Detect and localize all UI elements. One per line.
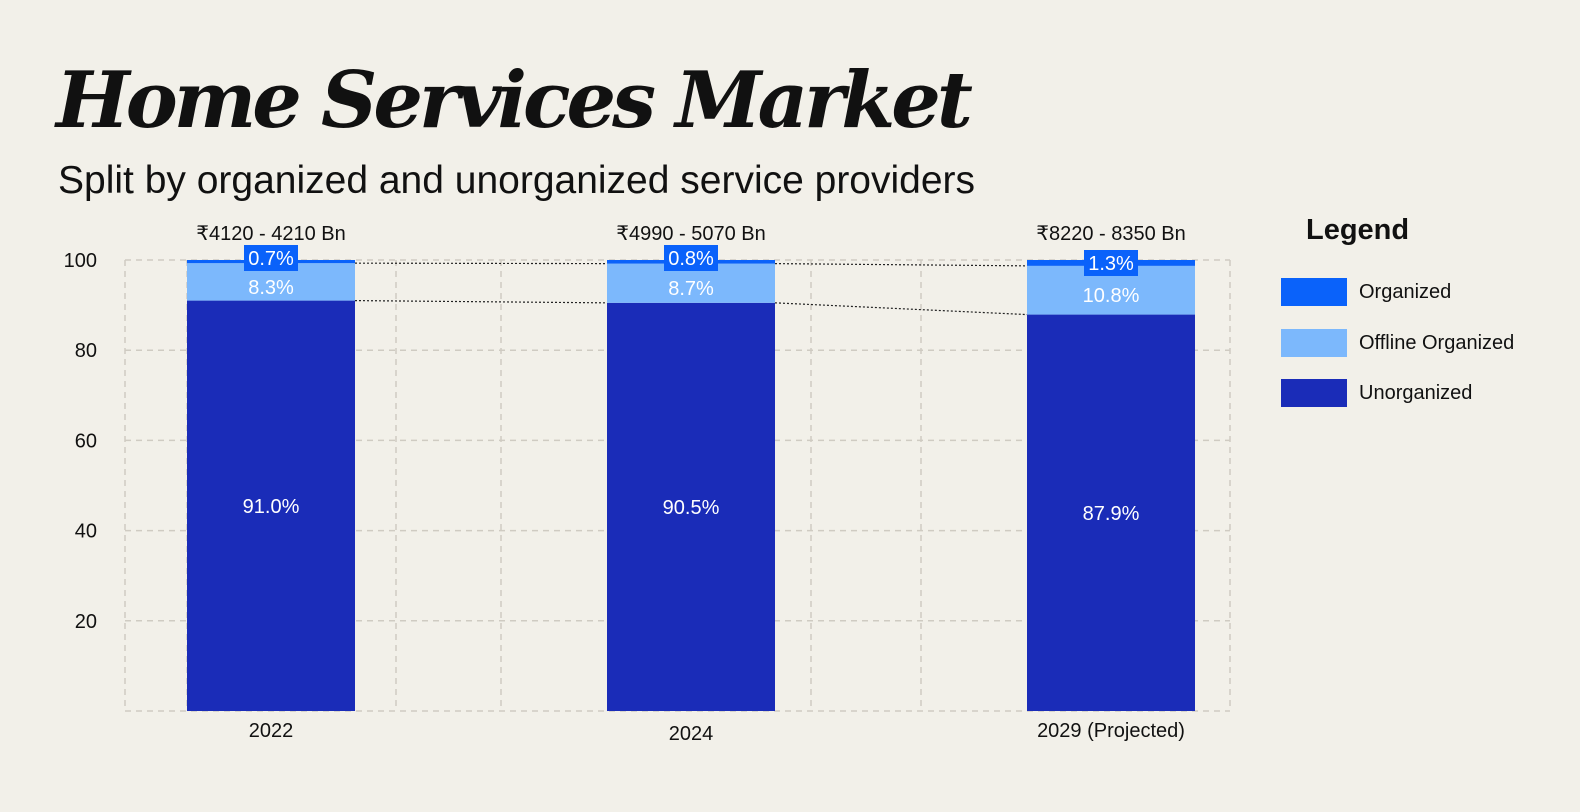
legend-swatch-organized	[1281, 278, 1347, 306]
y-tick-label: 60	[75, 430, 97, 452]
data-label-unorganized: 91.0%	[243, 496, 300, 518]
legend-label-unorganized: Unorganized	[1359, 381, 1473, 404]
legend-label-offline-organized: Offline Organized	[1359, 331, 1515, 354]
data-label-box-organized	[664, 245, 718, 271]
bar-total-label: ₹4990 - 5070 Bn	[616, 223, 766, 245]
data-label-organized: 1.3%	[1088, 253, 1134, 275]
bar-total-label: ₹8220 - 8350 Bn	[1036, 223, 1186, 245]
connector-line	[354, 299, 608, 304]
legend-title: Legend	[1306, 214, 1410, 246]
bar-total-label: ₹4120 - 4210 Bn	[196, 223, 346, 245]
x-tick-label: 2022	[249, 720, 294, 742]
data-label-offline-organized: 8.3%	[248, 277, 294, 299]
y-tick-label: 80	[75, 340, 97, 362]
connector-line	[774, 302, 1028, 316]
legend-swatch-unorganized	[1281, 379, 1347, 407]
data-label-offline-organized: 10.8%	[1083, 285, 1140, 307]
legend-item-offline-organized: Offline Organized	[1281, 329, 1514, 357]
legend-item-organized: Organized	[1281, 278, 1451, 306]
y-tick-label: 20	[75, 611, 97, 633]
legend-label-organized: Organized	[1359, 280, 1452, 303]
connector-line	[774, 263, 1028, 267]
x-tick-label: 2029 (Projected)	[1037, 720, 1185, 742]
data-label-box-organized	[1084, 250, 1138, 276]
y-tick-label: 100	[64, 250, 97, 272]
data-label-organized: 0.7%	[248, 248, 294, 270]
data-label-unorganized: 90.5%	[663, 497, 720, 519]
chart-subtitle: Split by organized and unorganized servi…	[58, 159, 976, 202]
data-label-offline-organized: 8.7%	[668, 278, 714, 300]
bar-unorganized	[187, 300, 355, 711]
bar-unorganized	[607, 302, 775, 711]
legend-item-unorganized: Unorganized	[1281, 379, 1472, 407]
data-label-organized: 0.8%	[668, 248, 714, 270]
data-label-unorganized: 87.9%	[1083, 503, 1140, 525]
chart-title: Home Services Market	[56, 55, 973, 146]
x-tick-label: 2024	[669, 723, 714, 745]
y-tick-label: 40	[75, 521, 97, 543]
bar-unorganized	[1027, 314, 1195, 711]
data-label-box-organized	[244, 245, 298, 271]
legend-swatch-offline-organized	[1281, 329, 1347, 357]
